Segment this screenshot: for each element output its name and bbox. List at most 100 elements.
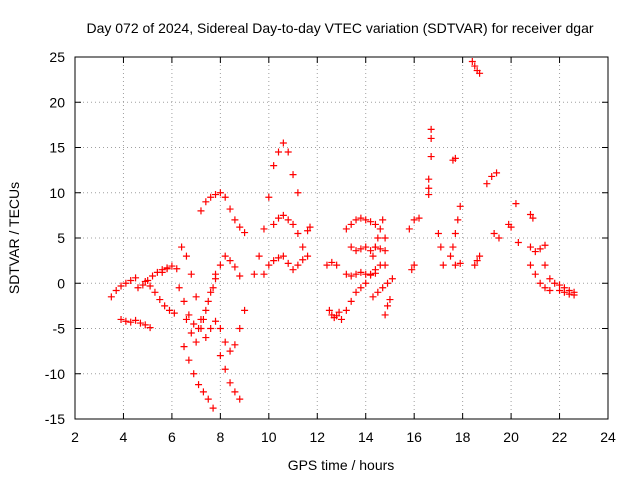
data-point [531, 270, 539, 278]
y-tick-label: 15 [49, 140, 65, 156]
data-point [127, 318, 135, 326]
x-tick-label: 2 [71, 429, 79, 445]
data-point [468, 58, 476, 66]
data-point [325, 306, 333, 314]
data-point [180, 297, 188, 305]
data-point [546, 286, 554, 294]
data-point [216, 352, 224, 360]
data-point [202, 198, 210, 206]
data-point [207, 193, 215, 201]
data-point [323, 261, 331, 269]
series-arc-32 [449, 154, 459, 164]
data-point [202, 306, 210, 314]
data-point [347, 220, 355, 228]
data-point [212, 191, 220, 199]
data-point [107, 293, 115, 301]
series-arc-33 [451, 259, 464, 269]
data-point [284, 259, 292, 267]
data-point [132, 274, 140, 282]
data-point [231, 388, 239, 396]
data-point [381, 247, 389, 255]
data-points [107, 58, 578, 412]
data-point [388, 275, 396, 283]
data-point [342, 270, 350, 278]
data-point [371, 243, 379, 251]
data-point [410, 261, 418, 269]
data-point [221, 193, 229, 201]
x-tick-label: 12 [309, 429, 325, 445]
series-arc-41 [526, 210, 537, 222]
series-arc-29 [425, 125, 435, 199]
data-point [221, 252, 229, 260]
series-arc-4 [141, 277, 178, 317]
data-point [342, 225, 350, 233]
x-tick-label: 22 [552, 429, 568, 445]
data-point [333, 261, 341, 269]
data-point [427, 134, 435, 142]
series-arc-45 [556, 286, 578, 299]
data-point [526, 243, 534, 251]
data-point [260, 225, 268, 233]
data-point [427, 153, 435, 161]
data-point [209, 404, 217, 412]
data-point [483, 180, 491, 188]
data-point [204, 297, 212, 305]
series-arc-25 [369, 275, 396, 301]
data-point [367, 247, 375, 255]
series-arc-28 [408, 261, 418, 274]
series-arc-34 [468, 58, 484, 77]
data-point [289, 220, 297, 228]
y-tick-labels: -15 -10 -5 0 5 10 15 20 25 [45, 49, 65, 427]
y-tick-label: 0 [57, 275, 65, 291]
data-point [275, 148, 283, 156]
data-point [306, 223, 314, 231]
data-point [279, 211, 287, 219]
data-point [112, 286, 120, 294]
data-point [531, 248, 539, 256]
data-point [236, 223, 244, 231]
data-point [175, 284, 183, 292]
data-point [541, 284, 549, 292]
series-arc-9 [182, 275, 220, 346]
data-point [178, 243, 186, 251]
data-point [139, 281, 147, 289]
y-axis-label: SDTVAR / TECUs [6, 182, 22, 294]
data-point [216, 261, 224, 269]
data-point [197, 207, 205, 215]
data-point [260, 270, 268, 278]
data-point [136, 319, 144, 327]
series-arc-43 [526, 261, 554, 294]
series-arc-6 [180, 343, 217, 412]
data-point [294, 229, 302, 237]
data-point [284, 216, 292, 224]
series-arc-35 [471, 252, 484, 269]
data-point [202, 334, 210, 342]
data-point [367, 218, 375, 226]
data-point [207, 288, 215, 296]
data-point [379, 284, 387, 292]
series-arc-27 [405, 214, 423, 233]
data-point [371, 220, 379, 228]
data-point [560, 288, 568, 296]
data-point [381, 261, 389, 269]
data-point [570, 291, 578, 299]
y-tick-label: 10 [49, 185, 65, 201]
data-point [265, 261, 273, 269]
data-point [541, 261, 549, 269]
data-point [250, 270, 258, 278]
series-arc-24 [369, 216, 389, 260]
data-point [180, 343, 188, 351]
data-point [199, 388, 207, 396]
series-arc-16 [270, 211, 312, 260]
series-arc-12 [212, 252, 244, 280]
data-point [158, 268, 166, 276]
data-point [161, 302, 169, 310]
data-point [369, 252, 377, 260]
data-point [471, 62, 479, 70]
data-point [122, 317, 130, 325]
data-point [415, 214, 423, 222]
data-point [236, 272, 244, 280]
data-point [231, 341, 239, 349]
data-point [490, 229, 498, 237]
data-point [141, 321, 149, 329]
